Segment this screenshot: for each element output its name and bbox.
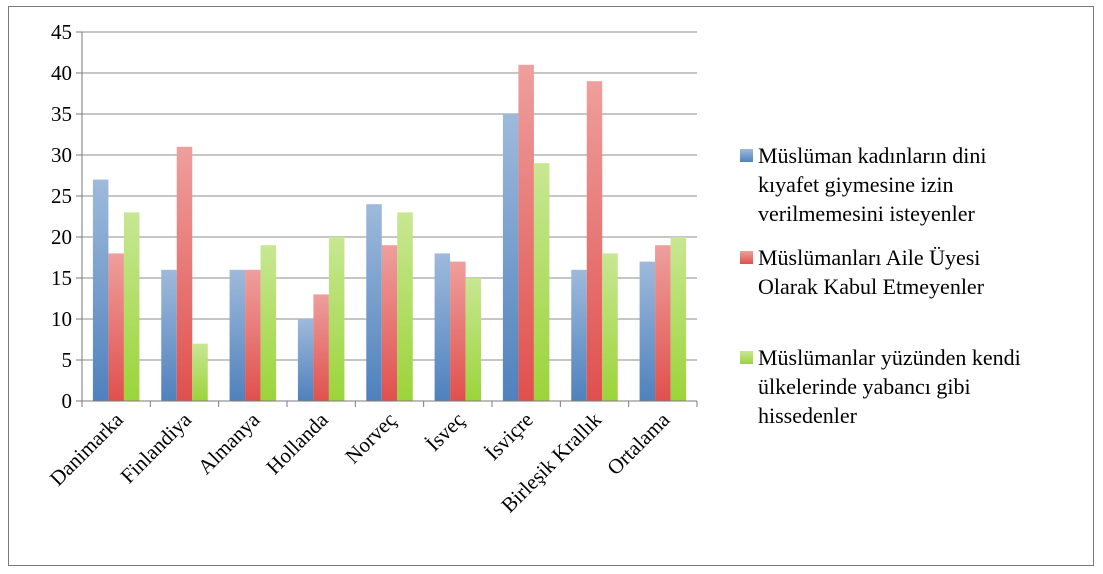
legend-label-series-1-line-2: kıyafet giymesine izin xyxy=(758,172,954,197)
bars xyxy=(92,64,687,402)
bar-isvicre-series-1 xyxy=(502,114,519,401)
bar-ortalama-series-3 xyxy=(670,237,687,401)
bar-hollanda-series-3 xyxy=(328,237,345,401)
bar-danimarka-series-2 xyxy=(108,253,124,401)
bar-isvec-series-2 xyxy=(450,261,466,401)
bar-almanya-series-1 xyxy=(229,269,246,401)
x-tick-label-hollanda: Hollanda xyxy=(261,407,333,479)
bar-finlandiya-series-1 xyxy=(161,269,177,401)
bar-hollanda-series-2 xyxy=(313,294,329,401)
y-tick-label-5: 5 xyxy=(62,348,73,372)
y-tick-label-35: 35 xyxy=(51,102,72,126)
legend-swatch-series-3 xyxy=(740,351,753,364)
legend-swatch-series-2 xyxy=(740,251,753,264)
x-tick-label-norvec: Norveç xyxy=(340,408,401,469)
y-tick-label-40: 40 xyxy=(51,61,72,85)
legend-swatch-series-1 xyxy=(740,149,753,162)
bar-isvec-series-3 xyxy=(465,278,482,401)
bar-birlesik-krallik-series-3 xyxy=(602,253,618,401)
bar-danimarka-series-3 xyxy=(123,212,140,401)
x-tick-label-almanya: Almanya xyxy=(193,407,265,479)
y-tick-label-10: 10 xyxy=(51,307,72,331)
y-tick-label-0: 0 xyxy=(62,389,73,413)
bar-isvec-series-1 xyxy=(434,253,451,401)
legend: Müslüman kadınların dini kıyafet giymesin… xyxy=(740,143,1021,428)
bar-almanya-series-3 xyxy=(260,245,277,401)
legend-label-series-3-line-1: Müslümanlar yüzünden kendi xyxy=(758,345,1021,370)
legend-label-series-1-line-1: Müslüman kadınların dini xyxy=(758,143,987,168)
bar-isvicre-series-3 xyxy=(533,163,550,401)
bar-birlesik-krallik-series-2 xyxy=(586,81,603,401)
bar-danimarka-series-1 xyxy=(92,179,109,401)
bar-almanya-series-2 xyxy=(245,269,261,401)
bar-ortalama-series-1 xyxy=(639,261,656,401)
bar-ortalama-series-2 xyxy=(655,245,671,401)
legend-label-series-3-line-3: hissedenler xyxy=(758,403,858,428)
legend-label-series-2-line-2: Olarak Kabul Etmeyenler xyxy=(758,274,985,299)
x-tick-label-ortalama: Ortalama xyxy=(602,407,675,480)
x-tick-label-isvec: İsveç xyxy=(421,408,469,456)
y-tick-label-20: 20 xyxy=(51,225,72,249)
y-tick-label-15: 15 xyxy=(51,266,72,290)
y-tick-label-30: 30 xyxy=(51,143,72,167)
x-tick-label-finlandiya: Finlandiya xyxy=(116,407,197,488)
legend-label-series-3-line-2: ülkelerinde yabancı gibi xyxy=(758,374,971,399)
bar-birlesik-krallik-series-1 xyxy=(571,269,587,401)
bar-norvec-series-2 xyxy=(381,245,398,401)
legend-label-series-1-line-3: verilmemesini isteyenler xyxy=(758,201,976,226)
x-tick-label-isvicre: İsviçre xyxy=(480,408,537,465)
y-tick-label-25: 25 xyxy=(51,184,72,208)
bar-hollanda-series-1 xyxy=(297,319,314,401)
bar-norvec-series-1 xyxy=(366,204,382,401)
x-tick-label-danimarka: Danimarka xyxy=(45,407,128,490)
bar-norvec-series-3 xyxy=(397,212,413,401)
bar-finlandiya-series-3 xyxy=(192,343,208,401)
y-tick-label-45: 45 xyxy=(51,20,72,44)
bar-isvicre-series-2 xyxy=(518,64,534,402)
bar-finlandiya-series-2 xyxy=(176,146,193,401)
legend-label-series-2-line-1: Müslümanları Aile Üyesi xyxy=(758,245,980,270)
